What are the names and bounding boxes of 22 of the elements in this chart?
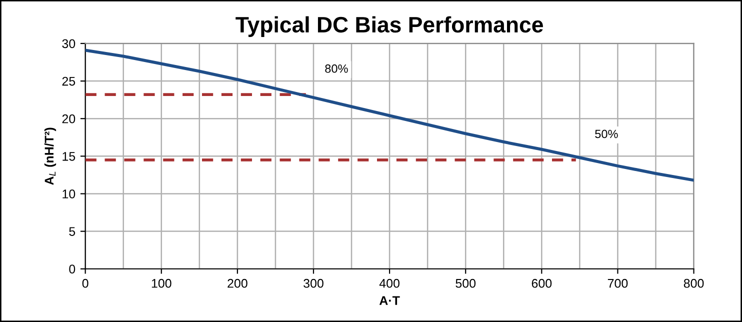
y-tick-label: 25 — [62, 76, 76, 86]
y-tick-label: 0 — [69, 264, 76, 274]
chart-title: Typical DC Bias Performance — [236, 16, 543, 37]
x-tick-label: 800 — [684, 278, 704, 288]
x-tick-label: 700 — [608, 278, 628, 288]
y-tick-label: 10 — [62, 190, 76, 198]
y-tick-label: 15 — [62, 152, 76, 161]
x-tick-label: 600 — [532, 278, 552, 288]
x-tick-label: 100 — [152, 278, 172, 288]
x-tick-label: 0 — [82, 278, 88, 288]
annotation: 80% — [325, 64, 348, 73]
line-series — [85, 48, 694, 182]
x-tick-label: 300 — [304, 278, 324, 288]
y-tick-label: 5 — [69, 227, 76, 236]
x-axis-title: A·T — [379, 296, 400, 305]
x-tick-label: 400 — [379, 278, 400, 288]
x-tick-label: 500 — [456, 278, 476, 288]
y-axis-title: A$_{L}$ (nH/T²) — [44, 128, 56, 185]
y-tick-label: 30 — [62, 39, 76, 48]
annotation: 50% — [595, 130, 618, 138]
y-tick-label: 20 — [62, 114, 76, 124]
x-tick-label: 200 — [228, 278, 248, 288]
